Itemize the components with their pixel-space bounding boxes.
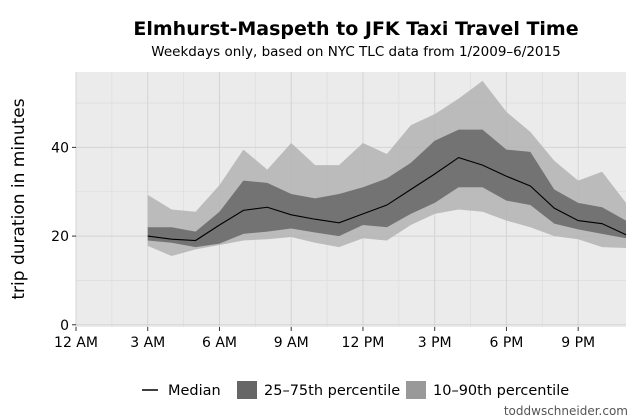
chart-title: Elmhurst-Maspeth to JFK Taxi Travel Time — [133, 18, 578, 40]
y-tick-label: 20 — [51, 229, 69, 245]
x-tick-label: 12 PM — [342, 335, 385, 351]
x-tick-label: 6 PM — [489, 335, 523, 351]
band-25-75 — [147, 129, 627, 248]
x-tick-label: 3 AM — [130, 335, 165, 351]
legend-key-iqr — [237, 381, 257, 399]
x-tick-label: 9 AM — [274, 335, 309, 351]
legend-label-iqr: 25–75th percentile — [264, 383, 400, 399]
y-tick-label: 0 — [60, 318, 69, 334]
credit: toddwschneider.com — [504, 404, 628, 418]
x-axis: 12 AM 3 AM 6 AM 9 AM 12 PM 3 PM 6 PM 9 PM — [54, 327, 595, 351]
x-tick-label: 9 PM — [561, 335, 595, 351]
legend: Median 25–75th percentile 10–90th percen… — [142, 381, 569, 399]
x-tick-label: 3 PM — [418, 335, 452, 351]
legend-label-p10-p90: 10–90th percentile — [433, 383, 569, 399]
y-tick-label: 40 — [51, 140, 69, 156]
chart-subtitle: Weekdays only, based on NYC TLC data fro… — [151, 44, 560, 60]
bands — [147, 80, 627, 257]
x-tick-label: 6 AM — [202, 335, 237, 351]
x-tick-label: 12 AM — [54, 335, 98, 351]
legend-label-median: Median — [168, 383, 221, 399]
median-line-group — [147, 156, 627, 242]
y-axis-label: trip duration in minutes — [9, 98, 29, 299]
y-axis: 0 20 40 — [51, 140, 76, 334]
median-line — [147, 156, 627, 242]
legend-key-p10-p90 — [406, 381, 426, 399]
